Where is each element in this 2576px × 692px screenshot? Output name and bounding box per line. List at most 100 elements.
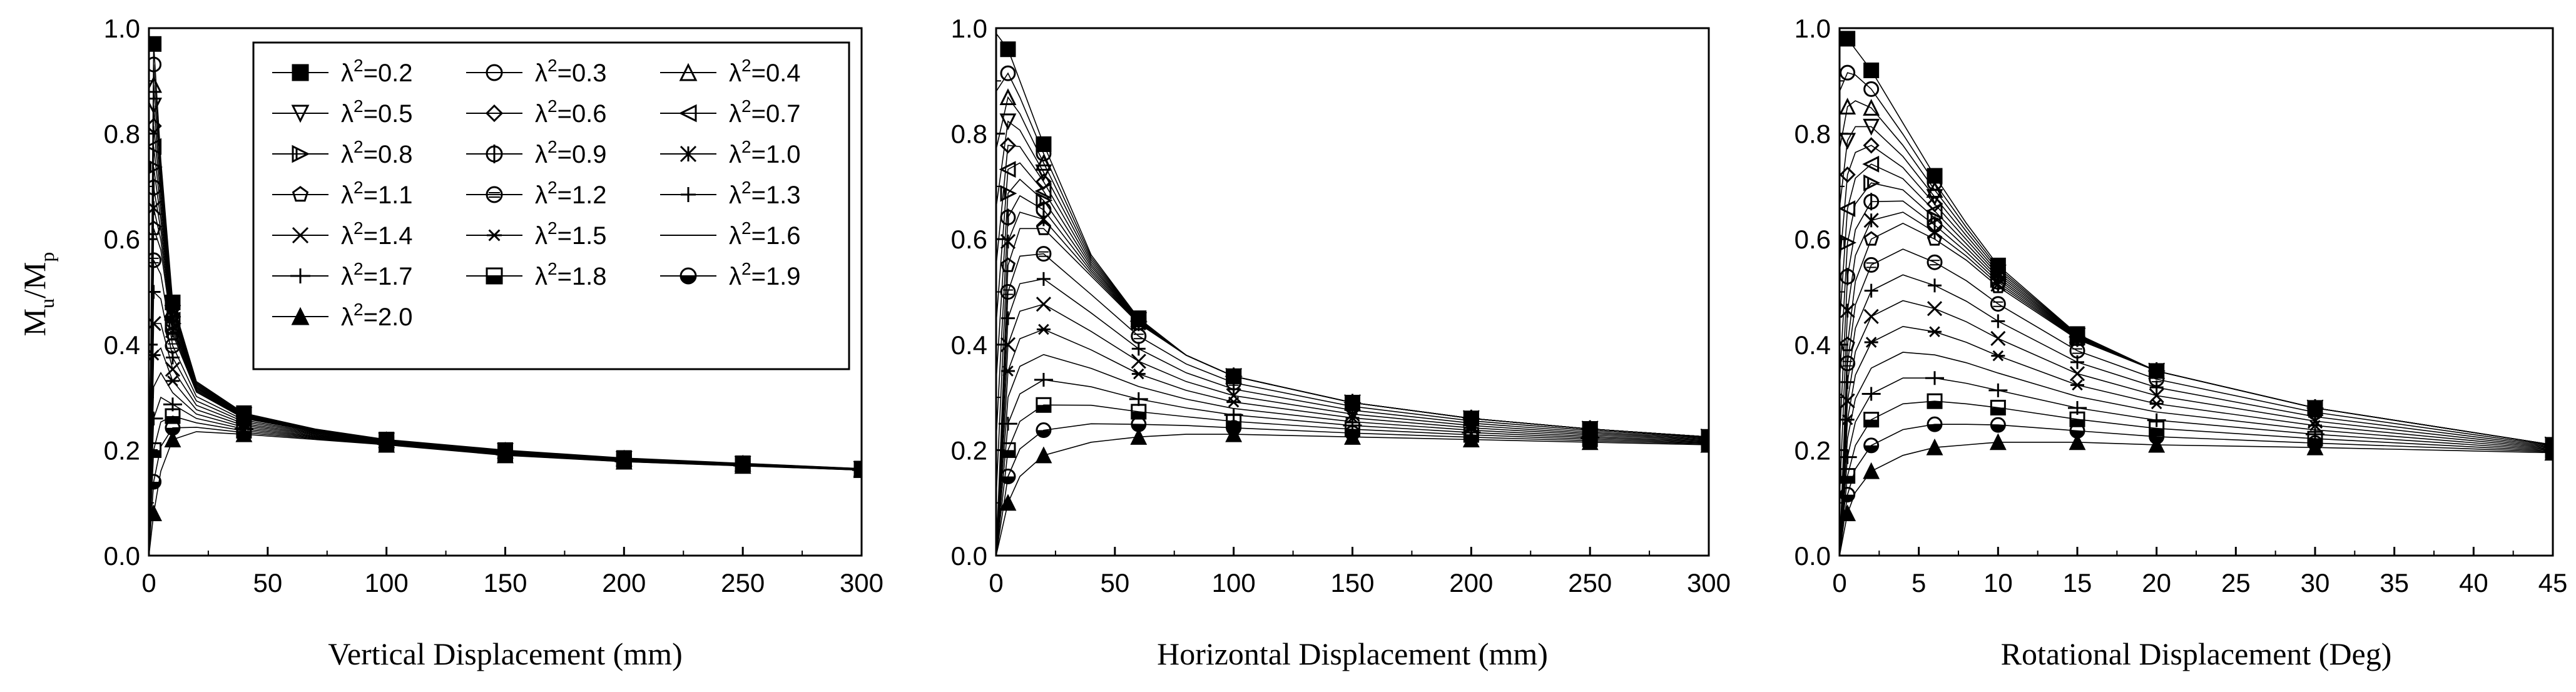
data-point-marker — [1131, 342, 1146, 356]
x-tick-label: 250 — [721, 568, 765, 598]
series-line-11 — [996, 253, 1709, 556]
legend-label: λ2=1.7 — [341, 259, 413, 290]
data-point-marker — [1863, 99, 1880, 116]
legend-marker — [291, 307, 310, 325]
x-tick-label: 0 — [1832, 568, 1846, 598]
series-line-16 — [996, 379, 1709, 556]
data-point-marker — [1990, 417, 2006, 433]
series-line-15 — [996, 354, 1709, 556]
data-point-marker — [2070, 355, 2084, 369]
data-point-marker — [164, 430, 181, 448]
legend-marker — [486, 64, 503, 81]
legend-label: λ2=0.4 — [729, 56, 801, 87]
data-point-marker — [2149, 420, 2165, 437]
data-point-marker — [1000, 65, 1016, 81]
legend-entry: λ2=1.4 — [272, 218, 413, 250]
data-point-marker — [149, 56, 162, 73]
legend-marker — [486, 186, 503, 203]
y-tick-label: 0.6 — [1795, 225, 1831, 254]
series-line-8 — [1840, 200, 2553, 445]
series-line-19 — [996, 434, 1709, 556]
series-line-3 — [1840, 100, 2553, 445]
legend-entry: λ2=1.5 — [466, 218, 607, 250]
data-point-marker — [1862, 155, 1880, 173]
data-point-marker — [1226, 396, 1241, 408]
data-point-marker — [1581, 433, 1599, 450]
data-point-marker — [497, 446, 514, 464]
data-point-marker — [1840, 64, 1856, 81]
y-axis-label: Mu/Mp — [17, 252, 58, 337]
data-point-marker — [1927, 231, 1943, 246]
data-point-marker — [1225, 425, 1243, 442]
legend-label: λ2=0.2 — [341, 56, 413, 87]
series-line-11 — [1840, 248, 2553, 556]
legend-entry: λ2=0.4 — [660, 56, 801, 87]
x-axis-label: Horizontal Displacement (mm) — [1157, 636, 1548, 671]
data-point-marker — [1036, 422, 1052, 439]
data-point-marker — [1926, 438, 1943, 455]
legend-entry: λ2=1.2 — [466, 178, 607, 209]
data-point-marker — [1131, 404, 1147, 420]
data-point-marker — [149, 160, 163, 174]
data-point-marker — [2070, 379, 2084, 391]
series-line-13 — [1840, 300, 2553, 556]
x-tick-label: 300 — [840, 568, 883, 598]
x-tick-label: 15 — [2063, 568, 2092, 598]
data-point-marker — [1000, 442, 1016, 458]
data-point-marker — [1863, 193, 1880, 211]
data-point-marker — [1129, 392, 1148, 406]
data-point-marker — [853, 461, 862, 478]
series-line-16 — [1840, 377, 2553, 556]
series-line-19 — [149, 431, 862, 556]
y-tick-label: 0.8 — [1795, 120, 1831, 149]
data-point-marker — [2544, 444, 2553, 461]
legend-marker — [486, 267, 503, 285]
panel-1: 0 50 100 150 200 250 300 0.0 0.2 0.4 0.6 0.8 1.0 Vert… — [104, 14, 883, 671]
legend-entry: λ2=0.2 — [272, 56, 413, 87]
data-point-marker — [2149, 380, 2164, 395]
series-line-18 — [996, 423, 1709, 556]
data-point-marker — [1864, 337, 1878, 348]
data-point-marker — [165, 375, 180, 387]
y-tick-label: 0.2 — [104, 435, 140, 465]
data-point-marker — [1036, 272, 1051, 286]
data-point-marker — [1991, 314, 2005, 328]
series-group — [1840, 31, 2553, 556]
data-point-marker — [1927, 393, 1943, 409]
x-tick-label: 150 — [1330, 568, 1374, 598]
data-point-marker — [2148, 435, 2166, 453]
legend-entry: λ2=1.3 — [660, 178, 801, 209]
legend-marker — [485, 104, 504, 123]
y-tick-label: 0.6 — [951, 225, 987, 254]
x-tick-label: 5 — [1912, 568, 1926, 598]
legend-marker — [292, 145, 310, 163]
series-line-14 — [996, 328, 1709, 556]
series-line-19 — [1840, 442, 2553, 556]
data-point-marker — [149, 76, 163, 93]
data-point-marker — [1840, 31, 1856, 47]
data-point-marker — [1700, 435, 1709, 453]
data-point-marker — [1034, 373, 1053, 387]
data-point-marker — [149, 411, 163, 425]
data-point-marker — [1863, 412, 1880, 428]
data-point-marker — [1036, 145, 1052, 161]
x-tick-label: 25 — [2221, 568, 2251, 598]
legend-entry: λ2=1.7 — [272, 259, 413, 290]
series-line-5 — [996, 145, 1709, 438]
series-line-1 — [996, 33, 1709, 438]
x-tick-label: 45 — [2538, 568, 2568, 598]
series-line-17 — [149, 415, 862, 556]
legend-marker — [678, 104, 697, 123]
data-point-marker — [1226, 388, 1241, 404]
data-point-marker — [1131, 354, 1146, 369]
legend-entry: λ2=2.0 — [272, 300, 413, 331]
legend-label: λ2=0.6 — [535, 96, 607, 128]
data-point-marker — [1036, 211, 1051, 227]
data-point-marker — [1863, 231, 1879, 246]
legend-entry: λ2=0.3 — [466, 56, 607, 87]
data-point-marker — [149, 178, 162, 196]
data-point-marker — [1927, 416, 1943, 432]
series-line-1 — [1840, 33, 2553, 445]
data-point-marker — [1927, 254, 1943, 270]
plot-frame — [995, 27, 1710, 557]
